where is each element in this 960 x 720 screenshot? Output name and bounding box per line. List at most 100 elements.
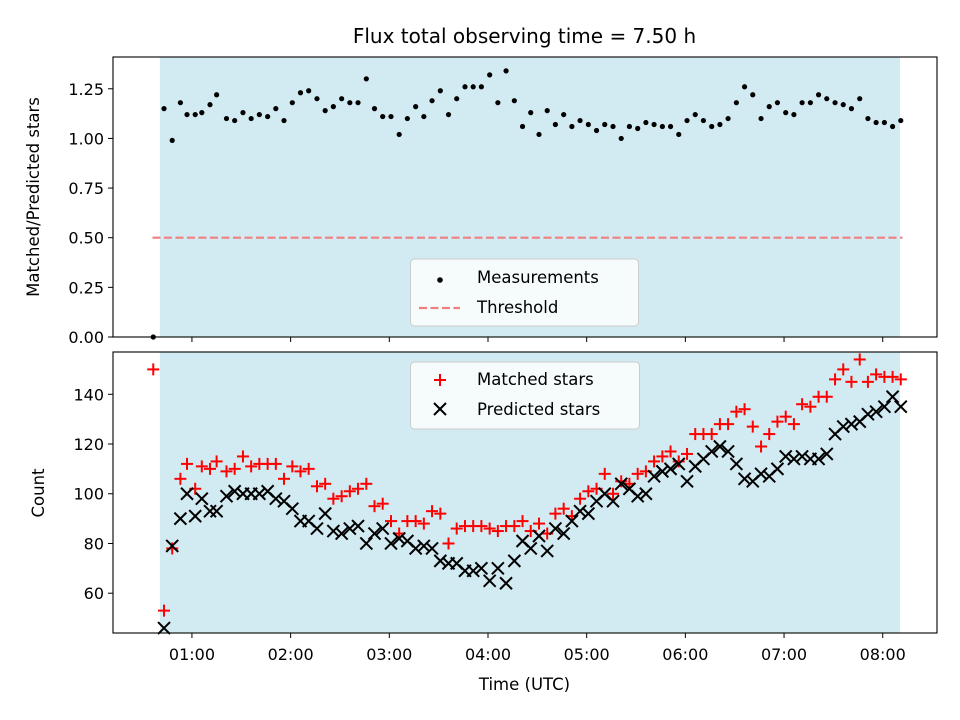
predicted-star-point — [885, 390, 900, 404]
matched-star-point — [730, 405, 743, 418]
matched-star-point — [352, 482, 365, 495]
predicted-star-point — [269, 492, 283, 506]
predicted-star-point — [392, 531, 406, 546]
predicted-star-point — [630, 489, 645, 503]
matched-star-point — [181, 457, 194, 470]
predicted-star-point — [227, 484, 242, 498]
predicted-star-point — [209, 504, 224, 518]
measurement-point — [214, 92, 220, 98]
measurement-point — [503, 68, 509, 74]
matched-star-point — [236, 450, 249, 463]
measurement-point — [413, 104, 419, 110]
predicted-star-point — [433, 554, 448, 568]
matched-star-point — [327, 492, 340, 505]
predicted-star-point — [705, 444, 719, 459]
measurement-point — [429, 98, 435, 104]
top-axes-frame — [112, 56, 938, 338]
matched-star-point — [755, 440, 768, 453]
matched-star-point — [870, 368, 883, 381]
matched-star-point — [195, 460, 208, 473]
measurement-point — [799, 100, 805, 106]
matched-star-point — [845, 375, 858, 388]
predicted-star-point — [565, 514, 579, 528]
measurement-point — [898, 117, 904, 124]
predicted-star-point — [713, 439, 727, 454]
matched-star-point — [574, 492, 587, 505]
measurement-point — [840, 102, 846, 108]
measurement-point — [223, 115, 230, 122]
matched-star-point — [450, 522, 463, 535]
predicted-star-point — [499, 576, 513, 590]
measurement-point — [857, 96, 863, 102]
bottom-y-ticks: 60 80 100 120 140 — [73, 385, 113, 603]
matched-star-point — [886, 370, 899, 383]
measurement-point — [659, 123, 665, 130]
measurement-point — [676, 131, 682, 138]
measurement-point — [733, 100, 739, 106]
matched-star-point — [210, 455, 223, 468]
matched-star-point — [360, 477, 373, 490]
measurement-point — [544, 108, 550, 114]
bottom-y-tick-label: 100 — [73, 485, 104, 504]
measurement-point — [454, 96, 460, 102]
matched-star-point — [302, 462, 315, 475]
predicted-star-point — [548, 521, 563, 536]
predicted-star-point — [285, 501, 300, 516]
matched-star-point — [557, 502, 570, 515]
chart-title: Flux total observing time = 7.50 h — [353, 24, 696, 48]
measurement-point — [791, 111, 797, 118]
predicted-star-point — [655, 464, 670, 479]
matched-star-point — [409, 515, 422, 528]
measurement-point — [265, 113, 271, 120]
matched-star-point — [894, 373, 907, 386]
measurement-point — [873, 119, 879, 126]
matched-star-point — [319, 477, 332, 490]
measurement-point — [815, 92, 822, 98]
matched-star-point — [278, 472, 291, 485]
measurement-point — [717, 121, 723, 128]
measurement-point — [248, 115, 254, 122]
measurement-point — [232, 117, 238, 124]
x-tick-label: 06:00 — [662, 645, 708, 664]
legend-threshold-label: Threshold — [476, 298, 558, 317]
predicted-star-point — [318, 506, 332, 521]
matched-star-point — [376, 497, 389, 510]
measurement-point — [667, 123, 674, 130]
matched-star-point — [533, 517, 546, 530]
measurement-point — [161, 106, 167, 112]
matched-star-point — [771, 415, 784, 428]
predicted-star-point — [877, 400, 892, 414]
legend-measurements-marker — [437, 277, 443, 283]
top-legend: Measurements Threshold — [410, 258, 639, 327]
matched-star-point — [475, 520, 488, 533]
predicted-star-point — [606, 494, 620, 508]
predicted-star-point — [188, 509, 202, 523]
predicted-star-point — [408, 541, 423, 556]
measurement-point — [273, 106, 279, 112]
matched-star-point — [426, 505, 439, 518]
matched-star-point — [549, 507, 562, 520]
x-tick-label: 07:00 — [761, 645, 807, 664]
bottom-y-axis-label: Count — [29, 468, 48, 518]
measurement-point — [322, 108, 328, 114]
measurement-point — [371, 106, 378, 112]
measurement-point — [347, 100, 353, 106]
matched-star-point — [245, 460, 258, 473]
measurement-point — [421, 113, 427, 120]
top-y-tick-label: 0.75 — [68, 179, 104, 198]
predicted-star-point — [729, 457, 744, 471]
matched-star-point — [483, 522, 496, 535]
measurement-point — [626, 123, 633, 130]
predicted-star-point — [811, 452, 826, 466]
measurement-point — [832, 100, 838, 106]
predicted-star-point — [173, 511, 188, 526]
measurement-point — [495, 100, 501, 106]
measurement-point — [865, 115, 871, 122]
measurement-point — [635, 125, 641, 132]
predicted-star-point — [417, 539, 431, 553]
predicted-star-point — [524, 541, 538, 556]
measurement-point — [807, 100, 813, 106]
matched-star-point — [343, 485, 356, 498]
measurement-point — [561, 111, 567, 118]
